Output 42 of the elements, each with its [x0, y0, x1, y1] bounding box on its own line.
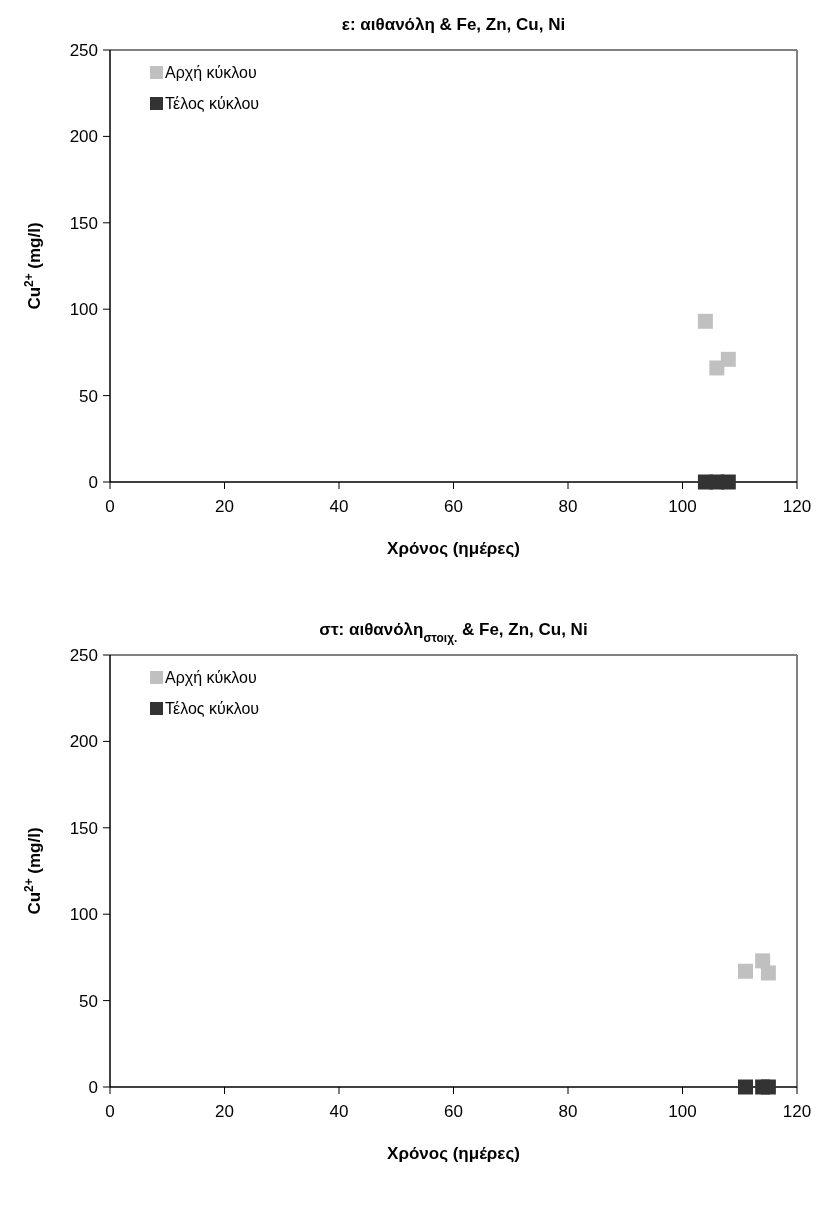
x-tick-label: 60: [444, 1102, 463, 1121]
x-tick-label: 120: [782, 497, 812, 516]
x-tick-label: 20: [215, 1102, 234, 1121]
y-tick-label: 250: [69, 41, 98, 60]
y-tick-label: 200: [69, 732, 98, 752]
x-tick-label: 80: [558, 497, 578, 516]
x-tick-label: 0: [105, 497, 115, 516]
point: [720, 474, 736, 490]
y-tick-label: 50: [79, 991, 98, 1011]
legend-label: Τέλος κύκλου: [165, 95, 260, 112]
point: [720, 351, 736, 367]
x-tick-label: 40: [329, 1102, 349, 1121]
x-tick-label: 80: [558, 1102, 578, 1121]
y-tick-label: 200: [69, 127, 98, 147]
legend-label: Τέλος κύκλου: [165, 700, 260, 717]
y-tick-label: 100: [69, 300, 98, 320]
y-tick-label: 0: [88, 1078, 98, 1097]
legend-label: Αρχή κύκλου: [165, 64, 257, 81]
x-tick-label: 0: [105, 1102, 115, 1121]
point: [737, 963, 753, 979]
y-tick-label: 50: [79, 386, 98, 406]
y-tick-label: 250: [69, 646, 98, 665]
y-tick-label: 100: [69, 905, 98, 925]
point: [737, 1079, 753, 1095]
y-tick-label: 150: [69, 818, 98, 838]
x-tick-label: 100: [668, 1102, 697, 1121]
point: [760, 1079, 776, 1095]
legend-label: Αρχή κύκλου: [165, 669, 257, 686]
point: [760, 965, 776, 981]
x-tick-label: 60: [444, 497, 463, 516]
x-tick-label: 100: [668, 497, 697, 516]
y-tick-label: 150: [69, 213, 98, 233]
x-tick-label: 40: [329, 497, 349, 516]
chart-title: ε: αιθανόλη & Fe, Zn, Cu, Ni: [341, 15, 566, 34]
y-tick-label: 0: [88, 473, 98, 492]
point: [709, 360, 725, 376]
chart-title: στ: αιθανόλη$_{στοιχ.}$ & Fe, Zn, Cu, Ni: [319, 620, 588, 645]
x-axis-title: Χρόνος (ημέρες): [387, 1144, 520, 1163]
x-tick-label: 120: [782, 1102, 812, 1121]
x-axis-title: Χρόνος (ημέρες): [387, 539, 520, 558]
x-tick-label: 20: [215, 497, 234, 516]
point: [697, 313, 713, 329]
